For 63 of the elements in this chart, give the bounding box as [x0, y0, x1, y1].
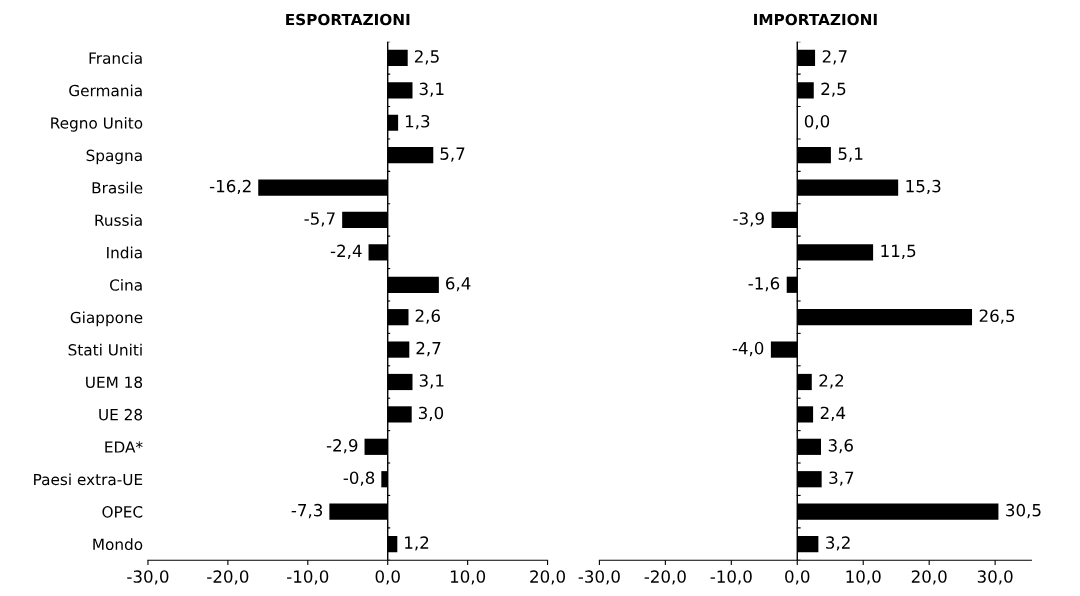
y-tick-label: Cina — [110, 278, 142, 291]
data-label: 3,2 — [826, 536, 850, 551]
data-label: -0,8 — [343, 471, 375, 486]
data-label: 2,7 — [416, 341, 441, 357]
y-tick-label: Spagna — [86, 149, 142, 165]
data-label: 2,7 — [822, 50, 847, 65]
y-tick-label: Russia — [95, 214, 142, 226]
data-label: 2,4 — [820, 406, 846, 421]
data-label: 30,5 — [1006, 503, 1041, 519]
data-label: -3,9 — [733, 212, 764, 227]
x-tick-label: 10,0 — [450, 570, 486, 585]
data-label: 2,6 — [415, 309, 440, 324]
data-label: 5,1 — [838, 147, 863, 162]
y-tick-label: Paesi extra-UE — [34, 473, 143, 486]
data-label: -1,6 — [748, 277, 780, 292]
data-label: 3,0 — [418, 406, 444, 421]
x-tick-label: -20,0 — [207, 570, 249, 585]
x-tick-label: -20,0 — [644, 570, 686, 585]
y-tick-label: UEM 18 — [86, 376, 143, 389]
x-tick-label: 20,0 — [530, 570, 566, 585]
data-label: -2,9 — [326, 439, 358, 454]
y-tick-label: Stati Uniti — [68, 343, 142, 356]
x-tick-label: -10,0 — [287, 570, 329, 585]
data-label: 2,5 — [414, 50, 439, 65]
data-label: -7,3 — [291, 503, 323, 519]
x-tick-label: 30,0 — [977, 570, 1013, 585]
data-label: 6,4 — [446, 277, 471, 292]
chart-title: IMPORTAZIONI — [754, 13, 877, 26]
data-label: 5,7 — [440, 147, 465, 162]
x-tick-label: 10,0 — [846, 570, 881, 585]
y-tick-label: Giappone — [70, 311, 143, 327]
data-label: 0,0 — [804, 114, 830, 130]
x-tick-label: -30,0 — [127, 570, 169, 585]
data-label: 2,2 — [819, 374, 844, 389]
y-tick-label: Mondo — [93, 538, 143, 551]
data-label: -5,7 — [304, 212, 335, 227]
data-label: 3,1 — [419, 82, 444, 97]
data-label: 1,3 — [405, 114, 430, 130]
x-tick-label: 20,0 — [911, 570, 947, 585]
data-label: -16,2 — [209, 179, 251, 195]
y-tick-label: Brasile — [92, 181, 143, 194]
data-label: -2,4 — [330, 244, 362, 259]
x-tick-label: 0,0 — [375, 570, 400, 585]
y-tick-label: Francia — [89, 52, 142, 64]
y-tick-label: EDA* — [105, 441, 143, 453]
y-tick-label: OPEC — [102, 506, 143, 518]
chart-title: ESPORTAZIONI — [286, 13, 410, 26]
data-label: -4,0 — [732, 341, 764, 357]
data-label: 2,5 — [821, 82, 846, 97]
data-label: 3,6 — [828, 439, 853, 454]
y-tick-label: Regno Unito — [51, 116, 143, 132]
data-label: 15,3 — [906, 179, 941, 195]
y-tick-label: Germania — [69, 84, 142, 97]
data-label: 3,1 — [419, 374, 444, 389]
data-label: 3,7 — [829, 471, 854, 486]
x-tick-label: -30,0 — [578, 570, 620, 585]
x-tick-label: 0,0 — [785, 570, 810, 585]
data-label: 11,5 — [881, 244, 916, 259]
data-label: 1,2 — [405, 536, 429, 551]
x-tick-label: -10,0 — [710, 570, 752, 585]
y-tick-label: UE 28 — [99, 408, 143, 421]
y-tick-label: India — [107, 246, 142, 259]
data-label: 26,5 — [979, 309, 1015, 324]
